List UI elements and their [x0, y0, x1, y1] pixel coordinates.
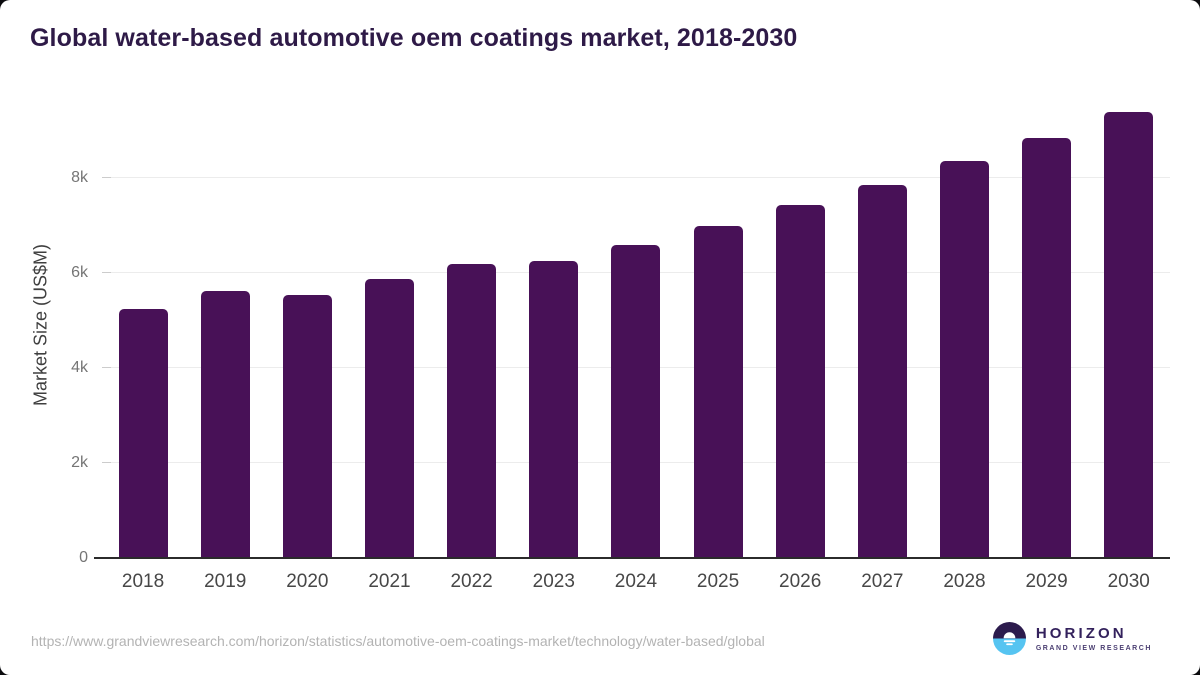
- y-tick-label-0: 0: [79, 549, 88, 566]
- y-tick-mark-6k: [102, 272, 111, 273]
- x-axis-label-2024: 2024: [614, 571, 658, 592]
- bars-container: [102, 102, 1170, 558]
- y-tick-label-4k: 4k: [71, 359, 88, 376]
- horizon-sun-icon: [992, 622, 1026, 655]
- bar-2019[interactable]: [200, 290, 250, 558]
- x-axis-labels: 2018 2019 2020 2021 2022 2023 2024 2025 2026 2027…: [102, 571, 1170, 593]
- x-axis-label-2027: 2027: [861, 571, 904, 592]
- y-tick-mark-8k: [102, 177, 111, 178]
- bar-2024[interactable]: [611, 244, 661, 558]
- y-tick-mark-2k: [102, 462, 111, 463]
- x-axis-label-2029: 2029: [1025, 571, 1068, 592]
- chart-title: Global water-based automotive oem coatin…: [30, 24, 798, 52]
- y-tick-label-2k: 2k: [71, 454, 88, 471]
- bar-2022[interactable]: [447, 263, 497, 558]
- y-tick-label-8k: 8k: [71, 169, 88, 186]
- bar-2025[interactable]: [693, 225, 743, 558]
- bar-2023[interactable]: [529, 261, 579, 558]
- x-axis-label-2019: 2019: [204, 571, 247, 592]
- x-axis-label-2028: 2028: [943, 571, 986, 592]
- x-axis-line: [94, 557, 1170, 559]
- x-axis-label-2025: 2025: [696, 571, 740, 592]
- logo-text: HORIZON GRAND VIEW RESEARCH: [1035, 624, 1152, 652]
- bar-2030[interactable]: [1104, 111, 1154, 558]
- bar-2018[interactable]: [118, 308, 168, 558]
- plot-area: 0 2k 4k 6k 8k: [71, 102, 1170, 566]
- x-axis-label-2021: 2021: [368, 571, 411, 592]
- x-axis-label-2018: 2018: [121, 571, 165, 592]
- logo-subtitle: GRAND VIEW RESEARCH: [1035, 644, 1152, 652]
- x-axis-label-2026: 2026: [779, 571, 822, 592]
- logo-name: HORIZON: [1035, 624, 1127, 642]
- x-axis-label-2022: 2022: [450, 571, 493, 592]
- gridline-8k: [102, 177, 1170, 178]
- bar-2020[interactable]: [282, 294, 332, 558]
- x-axis-label-2023: 2023: [532, 571, 575, 592]
- bar-2026[interactable]: [775, 205, 825, 558]
- bar-2027[interactable]: [857, 185, 907, 558]
- source-url: https://www.grandviewresearch.com/horizo…: [31, 633, 765, 649]
- y-tick-label-6k: 6k: [71, 264, 88, 281]
- horizon-logo: HORIZON GRAND VIEW RESEARCH: [992, 622, 1152, 655]
- x-axis-label-2030: 2030: [1107, 571, 1150, 592]
- y-tick-mark-4k: [102, 367, 111, 368]
- bar-2029[interactable]: [1022, 137, 1072, 558]
- bar-2028[interactable]: [939, 161, 989, 558]
- x-axis-label-2020: 2020: [286, 571, 329, 592]
- bar-2021[interactable]: [364, 279, 414, 558]
